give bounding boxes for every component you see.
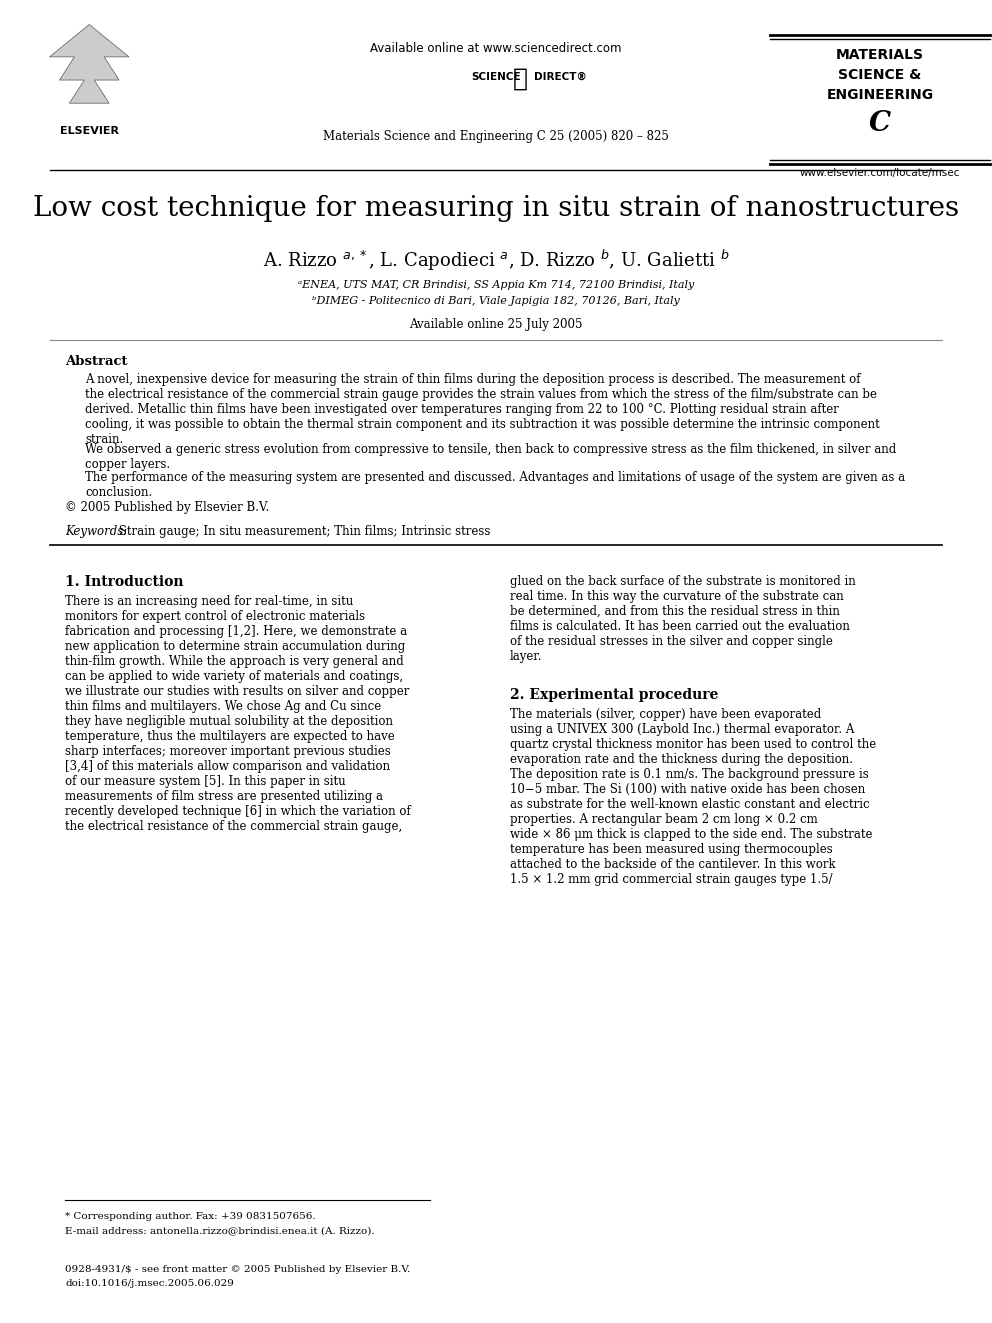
Text: 1. Introduction: 1. Introduction (65, 576, 184, 589)
Text: doi:10.1016/j.msec.2005.06.029: doi:10.1016/j.msec.2005.06.029 (65, 1279, 234, 1289)
Text: Available online 25 July 2005: Available online 25 July 2005 (410, 318, 582, 331)
Text: The performance of the measuring system are presented and discussed. Advantages : The performance of the measuring system … (85, 471, 905, 499)
Polygon shape (50, 24, 129, 103)
Text: There is an increasing need for real-time, in situ
monitors for expert control o: There is an increasing need for real-tim… (65, 595, 411, 833)
Text: ⓐ: ⓐ (513, 67, 528, 91)
Text: * Corresponding author. Fax: +39 0831507656.: * Corresponding author. Fax: +39 0831507… (65, 1212, 315, 1221)
Text: A novel, inexpensive device for measuring the strain of thin films during the de: A novel, inexpensive device for measurin… (85, 373, 880, 446)
Text: 0928-4931/$ - see front matter © 2005 Published by Elsevier B.V.: 0928-4931/$ - see front matter © 2005 Pu… (65, 1265, 411, 1274)
Text: SCIENCE &: SCIENCE & (838, 67, 922, 82)
Text: glued on the back surface of the substrate is monitored in
real time. In this wa: glued on the back surface of the substra… (510, 576, 856, 663)
Text: ᵇDIMEG - Politecnico di Bari, Viale Japigia 182, 70126, Bari, Italy: ᵇDIMEG - Politecnico di Bari, Viale Japi… (312, 296, 680, 306)
Text: ELSEVIER: ELSEVIER (60, 126, 119, 136)
Text: MATERIALS: MATERIALS (836, 48, 924, 62)
Text: Abstract: Abstract (65, 355, 128, 368)
Text: We observed a generic stress evolution from compressive to tensile, then back to: We observed a generic stress evolution f… (85, 443, 896, 471)
Text: C: C (869, 110, 891, 138)
Text: ᵃENEA, UTS MAT, CR Brindisi, SS Appia Km 714, 72100 Brindisi, Italy: ᵃENEA, UTS MAT, CR Brindisi, SS Appia Km… (298, 280, 694, 290)
Text: Low cost technique for measuring in situ strain of nanostructures: Low cost technique for measuring in situ… (33, 194, 959, 222)
Text: Available online at www.sciencedirect.com: Available online at www.sciencedirect.co… (370, 42, 622, 56)
Text: www.elsevier.com/locate/msec: www.elsevier.com/locate/msec (800, 168, 960, 179)
Text: DIRECT®: DIRECT® (534, 71, 586, 82)
Text: ENGINEERING: ENGINEERING (826, 89, 933, 102)
Text: E-mail address: antonella.rizzo@brindisi.enea.it (A. Rizzo).: E-mail address: antonella.rizzo@brindisi… (65, 1226, 375, 1234)
Text: SCIENCE: SCIENCE (471, 71, 521, 82)
Text: Keywords:: Keywords: (65, 525, 127, 538)
Text: The materials (silver, copper) have been evaporated
using a UNIVEX 300 (Laybold : The materials (silver, copper) have been… (510, 708, 876, 886)
Text: A. Rizzo $^{a,*}$, L. Capodieci $^{a}$, D. Rizzo $^{b}$, U. Galietti $^{b}$: A. Rizzo $^{a,*}$, L. Capodieci $^{a}$, … (263, 247, 729, 274)
Text: © 2005 Published by Elsevier B.V.: © 2005 Published by Elsevier B.V. (65, 501, 269, 515)
Text: Materials Science and Engineering C 25 (2005) 820 – 825: Materials Science and Engineering C 25 (… (323, 130, 669, 143)
Text: 2. Experimental procedure: 2. Experimental procedure (510, 688, 718, 703)
Text: Strain gauge; In situ measurement; Thin films; Intrinsic stress: Strain gauge; In situ measurement; Thin … (115, 525, 490, 538)
